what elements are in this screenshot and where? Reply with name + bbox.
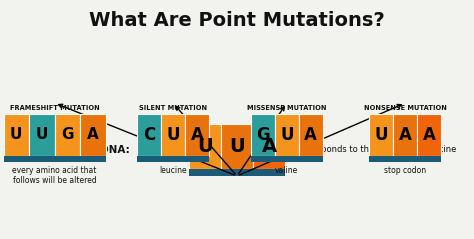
Text: A: A [262, 137, 276, 156]
Text: SILENT MUTATION: SILENT MUTATION [139, 105, 207, 111]
Bar [251, 156, 323, 162]
Text: NONSENSE MUTATION: NONSENSE MUTATION [364, 105, 447, 111]
Text: FRAMESHIFT MUTATION: FRAMESHIFT MUTATION [9, 105, 100, 111]
Bar [393, 114, 417, 156]
Text: corresponds to the amino acid leucine: corresponds to the amino acid leucine [295, 146, 456, 154]
Text: A: A [87, 127, 99, 142]
Text: G: G [256, 126, 270, 144]
Text: leucine: leucine [159, 166, 187, 175]
Text: A: A [191, 126, 203, 144]
Bar [185, 114, 209, 156]
Text: U: U [10, 127, 22, 142]
Bar [253, 124, 285, 169]
Bar [275, 114, 299, 156]
Bar [369, 114, 393, 156]
Text: ORIGINAL DNA:: ORIGINAL DNA: [40, 145, 130, 155]
Bar [29, 114, 55, 156]
Text: A: A [423, 126, 436, 144]
Text: U: U [166, 126, 180, 144]
Bar [3, 156, 106, 162]
Text: G: G [61, 127, 73, 142]
Bar [299, 114, 323, 156]
Text: MISSENSE MUTATION: MISSENSE MUTATION [247, 105, 327, 111]
Bar [137, 114, 161, 156]
Text: U: U [197, 137, 213, 156]
Bar [189, 124, 221, 169]
Text: C: C [143, 126, 155, 144]
Text: A: A [304, 126, 317, 144]
Bar [3, 114, 29, 156]
Bar [417, 114, 441, 156]
Text: A: A [399, 126, 412, 144]
Bar [251, 114, 275, 156]
Text: U: U [36, 127, 48, 142]
Text: U: U [229, 137, 245, 156]
Bar [137, 156, 209, 162]
Bar [161, 114, 185, 156]
Bar [221, 124, 253, 169]
Text: valine: valine [275, 166, 299, 175]
Text: U: U [374, 126, 388, 144]
Text: every amino acid that
follows will be altered: every amino acid that follows will be al… [12, 166, 97, 185]
Bar [55, 114, 80, 156]
Text: U: U [280, 126, 293, 144]
Bar [369, 156, 441, 162]
Text: What Are Point Mutations?: What Are Point Mutations? [89, 11, 385, 30]
Text: stop codon: stop codon [384, 166, 426, 175]
Bar [189, 169, 285, 176]
Bar [80, 114, 106, 156]
